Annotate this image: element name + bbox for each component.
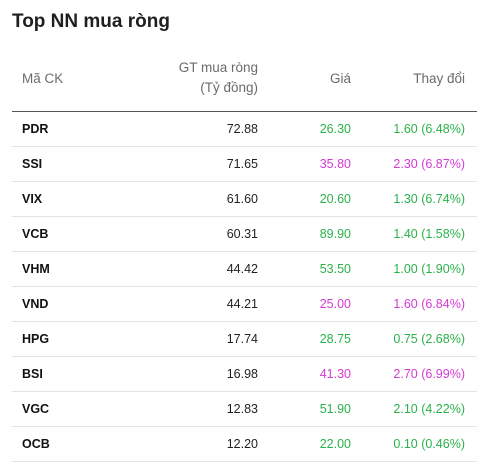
- stock-code-cell[interactable]: VGC: [22, 402, 50, 416]
- net-buy-value-cell: 44.42: [226, 262, 258, 276]
- table-row[interactable]: OCB 12.20 22.00 0.10 (0.46%): [12, 427, 477, 462]
- net-buy-value-cell: 12.20: [226, 437, 258, 451]
- net-buy-value-cell: 60.31: [226, 227, 258, 241]
- stock-code-cell[interactable]: VIX: [22, 192, 43, 206]
- table-row[interactable]: VGC 12.83 51.90 2.10 (4.22%): [12, 392, 477, 427]
- net-buy-value-cell: 61.60: [226, 192, 258, 206]
- change-cell: 1.40 (1.58%): [393, 227, 465, 241]
- change-cell: 2.70 (6.99%): [393, 367, 465, 381]
- net-buy-value-cell: 72.88: [226, 122, 258, 136]
- price-cell: 41.30: [319, 367, 351, 381]
- change-cell: 1.60 (6.48%): [393, 122, 465, 136]
- stock-code-cell[interactable]: HPG: [22, 332, 50, 346]
- price-cell: 26.30: [319, 122, 351, 136]
- stock-code-cell[interactable]: BSI: [22, 367, 43, 381]
- table-row[interactable]: VHM 44.42 53.50 1.00 (1.90%): [12, 252, 477, 287]
- net-buy-value-cell: 17.74: [226, 332, 258, 346]
- stock-code-cell[interactable]: OCB: [22, 437, 50, 451]
- header-net-buy-value-line2: (Tỷ đồng): [200, 80, 258, 95]
- header-net-buy-value-line1: GT mua ròng: [178, 60, 258, 75]
- price-cell: 25.00: [319, 297, 351, 311]
- table-header: Mã CK GT mua ròng (Tỷ đồng) Giá Thay đổi: [12, 53, 477, 112]
- price-cell: 51.90: [319, 402, 351, 416]
- table-row[interactable]: SSI 71.65 35.80 2.30 (6.87%): [12, 147, 477, 182]
- stock-code-cell[interactable]: VHM: [22, 262, 50, 276]
- stock-code-cell[interactable]: SSI: [22, 157, 43, 171]
- stock-code-cell[interactable]: VND: [22, 297, 49, 311]
- net-buy-value-cell: 44.21: [226, 297, 258, 311]
- net-buy-table: Mã CK GT mua ròng (Tỷ đồng) Giá Thay đổi…: [12, 53, 477, 462]
- table-row[interactable]: VND 44.21 25.00 1.60 (6.84%): [12, 287, 477, 322]
- table-row[interactable]: PDR 72.88 26.30 1.60 (6.48%): [12, 112, 477, 147]
- price-cell: 89.90: [319, 227, 351, 241]
- net-buy-value-cell: 71.65: [226, 157, 258, 171]
- price-cell: 22.00: [319, 437, 351, 451]
- change-cell: 2.30 (6.87%): [393, 157, 465, 171]
- header-net-buy-value[interactable]: GT mua ròng (Tỷ đồng): [179, 58, 258, 98]
- price-cell: 20.60: [319, 192, 351, 206]
- table-body: PDR 72.88 26.30 1.60 (6.48%) SSI 71.65 35.80 2.…: [12, 112, 477, 462]
- table-row[interactable]: VCB 60.31 89.90 1.40 (1.58%): [12, 217, 477, 252]
- widget-title: Top NN mua ròng: [12, 11, 170, 32]
- net-buy-value-cell: 12.83: [226, 402, 258, 416]
- stock-code-cell[interactable]: VCB: [22, 227, 49, 241]
- change-cell: 1.60 (6.84%): [393, 297, 465, 311]
- change-cell: 2.10 (4.22%): [393, 402, 465, 416]
- price-cell: 35.80: [319, 157, 351, 171]
- price-cell: 53.50: [319, 262, 351, 276]
- header-stock-code[interactable]: Mã CK: [22, 71, 64, 86]
- net-buy-value-cell: 16.98: [226, 367, 258, 381]
- header-change[interactable]: Thay đổi: [413, 71, 465, 86]
- change-cell: 1.30 (6.74%): [393, 192, 465, 206]
- stock-code-cell[interactable]: PDR: [22, 122, 49, 136]
- change-cell: 0.75 (2.68%): [393, 332, 465, 346]
- table-row[interactable]: VIX 61.60 20.60 1.30 (6.74%): [12, 182, 477, 217]
- table-row[interactable]: HPG 17.74 28.75 0.75 (2.68%): [12, 322, 477, 357]
- change-cell: 0.10 (0.46%): [393, 437, 465, 451]
- header-price[interactable]: Giá: [329, 71, 351, 86]
- change-cell: 1.00 (1.90%): [393, 262, 465, 276]
- table-row[interactable]: BSI 16.98 41.30 2.70 (6.99%): [12, 357, 477, 392]
- price-cell: 28.75: [319, 332, 351, 346]
